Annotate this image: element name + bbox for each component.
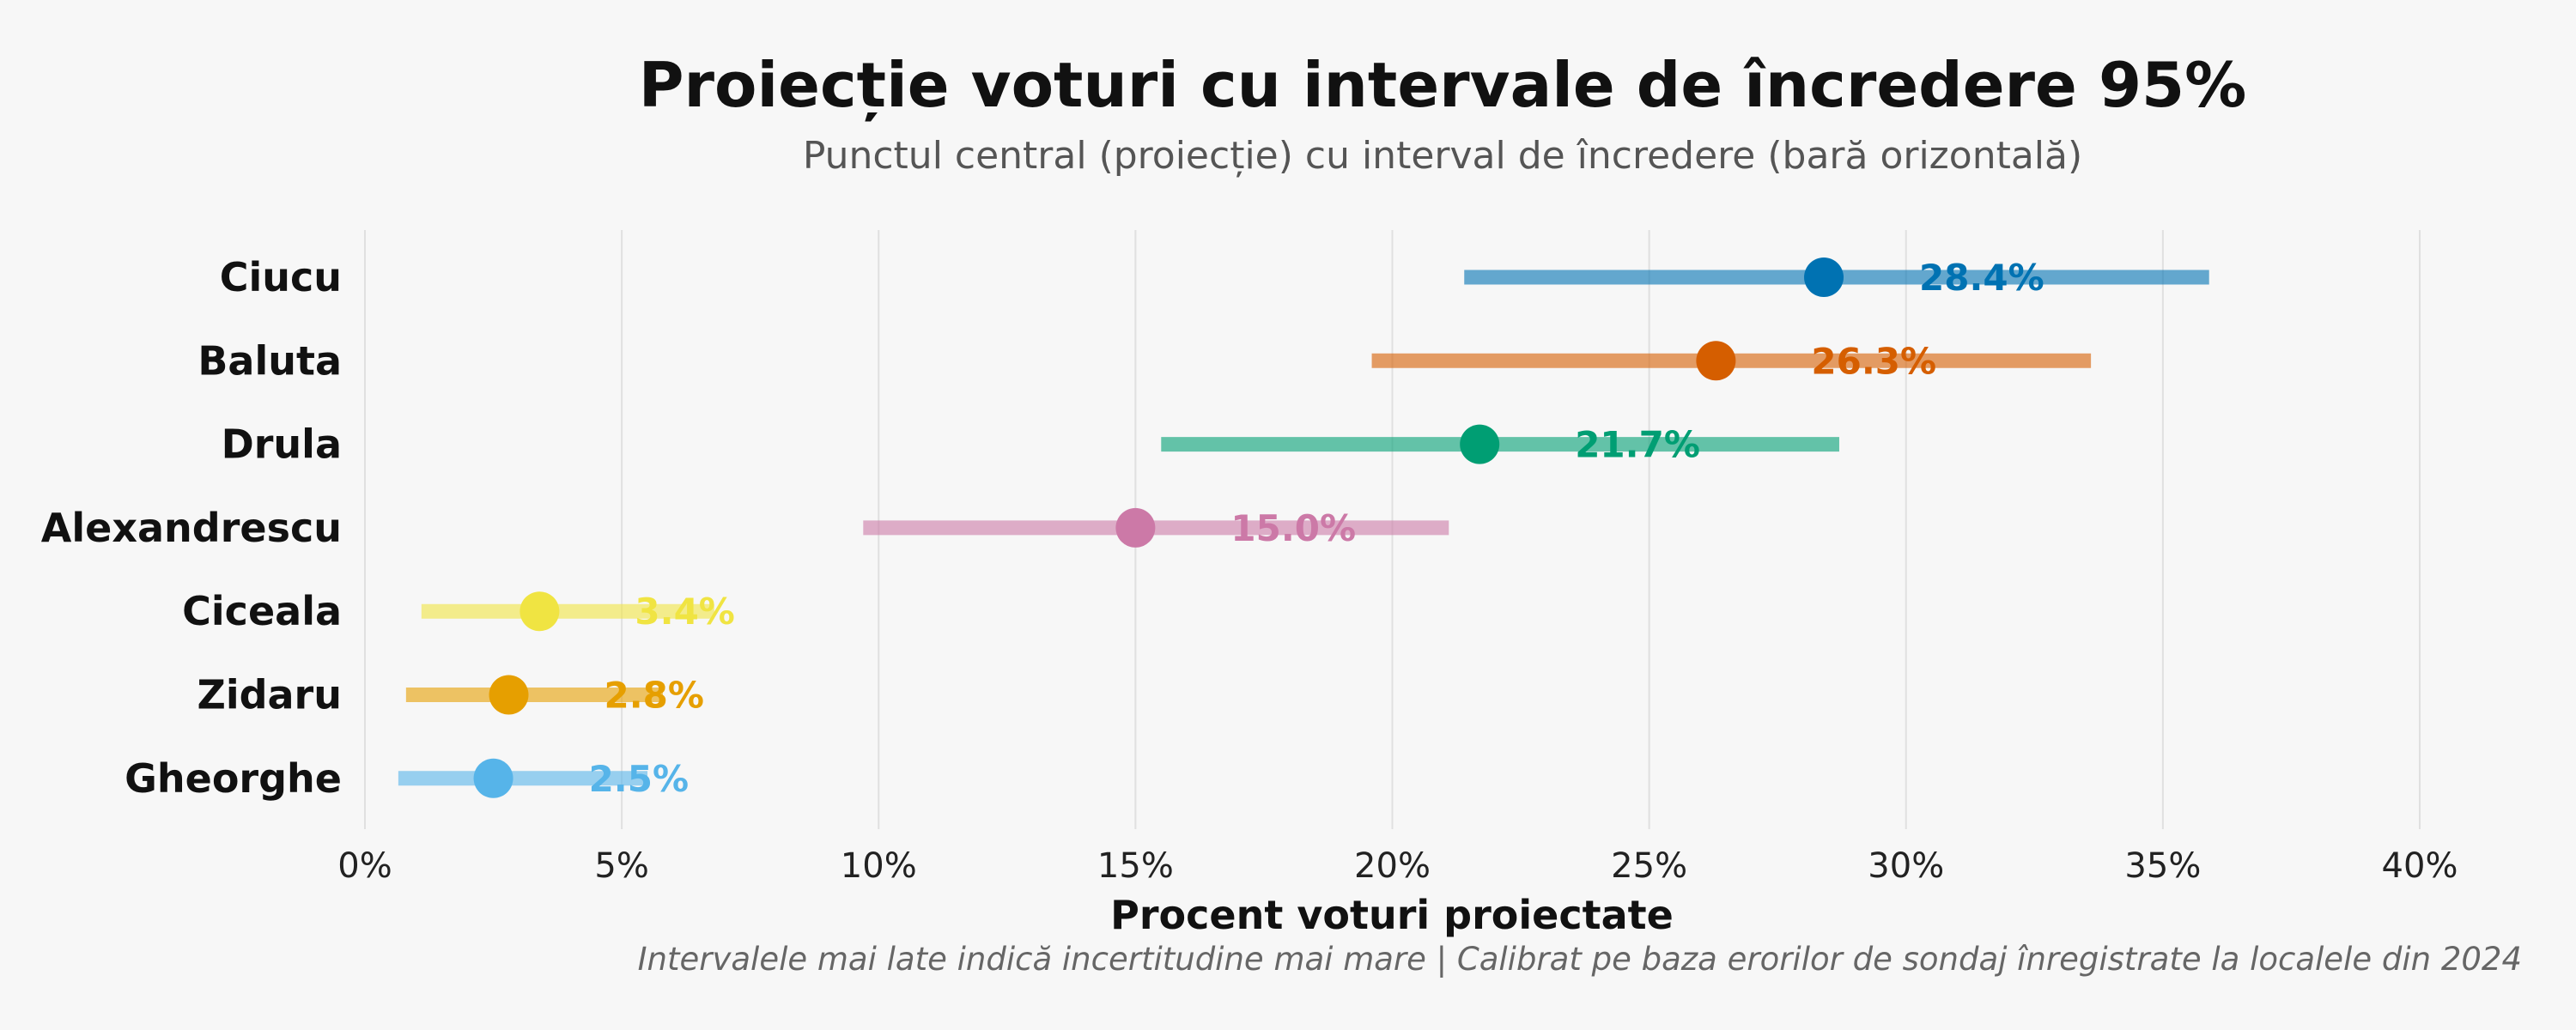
row-ciceala: Ciceala 3.4%: [182, 588, 735, 634]
projection-point: [473, 758, 513, 798]
row-alexandrescu: Alexandrescu 15.0%: [41, 505, 1449, 551]
value-label: 15.0%: [1230, 507, 1356, 549]
x-tick-label: 35%: [2124, 846, 2201, 886]
chart-subtitle: Punctul central (proiecție) cu interval …: [803, 134, 2082, 178]
value-label: 2.8%: [605, 675, 704, 717]
x-tick-label: 30%: [1868, 846, 1944, 886]
projection-point: [519, 591, 560, 632]
row-zidaru: Zidaru 2.8%: [197, 672, 704, 718]
x-tick-label: 40%: [2382, 846, 2458, 886]
projection-point: [1115, 507, 1156, 548]
x-tick-label: 25%: [1611, 846, 1687, 886]
x-tick-label: 20%: [1354, 846, 1431, 886]
x-axis-ticks: 0% 5% 10% 15% 20% 25% 30% 35% 40%: [337, 846, 2458, 886]
row-gheorghe: Gheorghe 2.5%: [125, 755, 689, 802]
row-ciucu: Ciucu 28.4%: [220, 254, 2209, 300]
chart-caption: Intervalele mai late indică incertitudin…: [638, 941, 2522, 978]
data-rows: Ciucu 28.4% Baluta 26.3% Drula 21.7% Alexandre…: [41, 254, 2209, 802]
projection-point: [1804, 258, 1844, 297]
category-label: Ciceala: [182, 588, 342, 634]
x-axis-label: Procent voturi proiectate: [1110, 892, 1674, 938]
x-tick-label: 10%: [841, 846, 917, 886]
value-label: 21.7%: [1575, 424, 1700, 466]
x-tick-label: 0%: [337, 846, 392, 886]
x-tick-label: 5%: [594, 846, 648, 886]
x-tick-label: 15%: [1097, 846, 1174, 886]
value-label: 3.4%: [635, 591, 734, 633]
category-label: Alexandrescu: [41, 505, 342, 551]
row-baluta: Baluta 26.3%: [197, 337, 2092, 384]
projection-point: [1696, 341, 1736, 381]
category-label: Drula: [222, 421, 342, 468]
category-label: Baluta: [197, 337, 342, 384]
row-drula: Drula 21.7%: [222, 421, 1839, 468]
value-label: 28.4%: [1919, 257, 2044, 299]
projection-point: [489, 675, 529, 715]
value-label: 2.5%: [589, 758, 689, 800]
chart-title: Proiecție voturi cu intervale de încrede…: [639, 49, 2247, 121]
category-label: Gheorghe: [125, 755, 342, 802]
category-label: Zidaru: [197, 672, 342, 718]
value-label: 26.3%: [1811, 340, 1936, 382]
category-label: Ciucu: [220, 254, 342, 300]
projection-point: [1460, 424, 1500, 464]
